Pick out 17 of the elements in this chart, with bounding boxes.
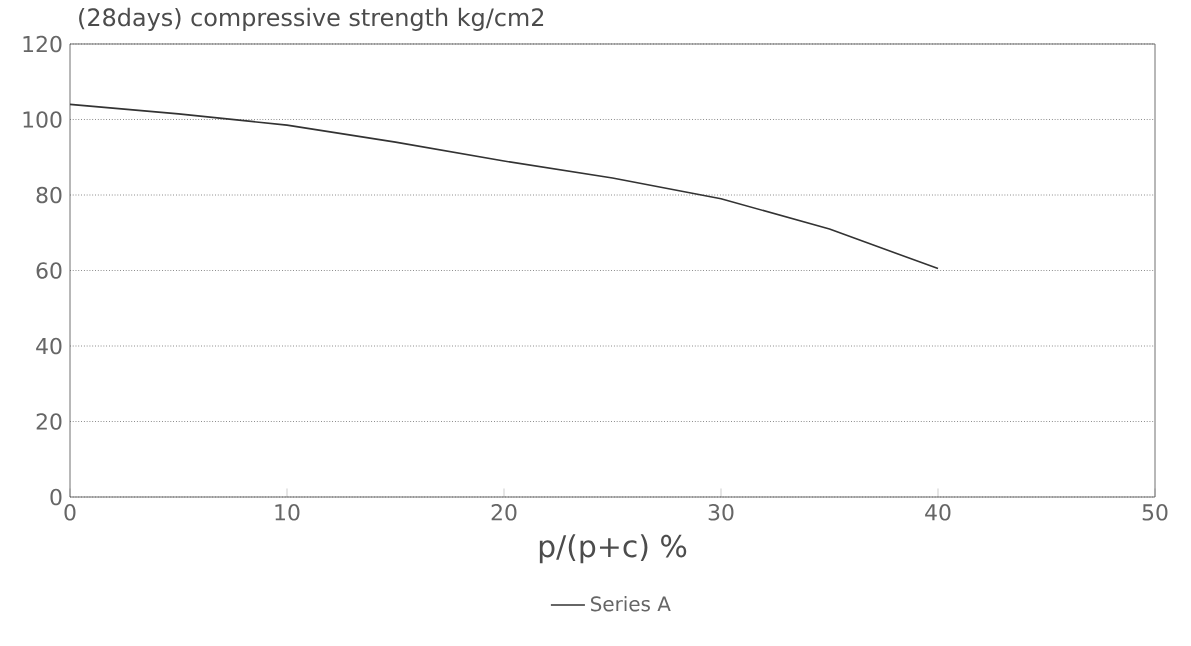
y-tick-label: 80	[36, 186, 62, 204]
y-tick-label: 0	[50, 488, 62, 506]
y-tick-label: 120	[23, 35, 62, 53]
x-tick-label: 0	[64, 504, 76, 521]
chart-title: (28days) compressive strength kg/cm2	[79, 7, 544, 31]
y-tick-label: 60	[36, 262, 62, 279]
x-tick-label: 50	[1142, 504, 1168, 521]
x-tick-label: 20	[491, 504, 517, 521]
x-tick-label: 10	[275, 504, 300, 521]
x-axis-title: p/(p+c) %	[539, 534, 687, 564]
legend-label: Series A	[591, 595, 671, 612]
y-tick-label: 20	[36, 413, 62, 430]
x-tick-label: 40	[925, 504, 951, 521]
x-tick-label: 30	[708, 504, 734, 521]
y-tick-label: 40	[36, 337, 62, 355]
y-tick-label: 100	[23, 111, 62, 128]
line-series	[69, 103, 939, 270]
